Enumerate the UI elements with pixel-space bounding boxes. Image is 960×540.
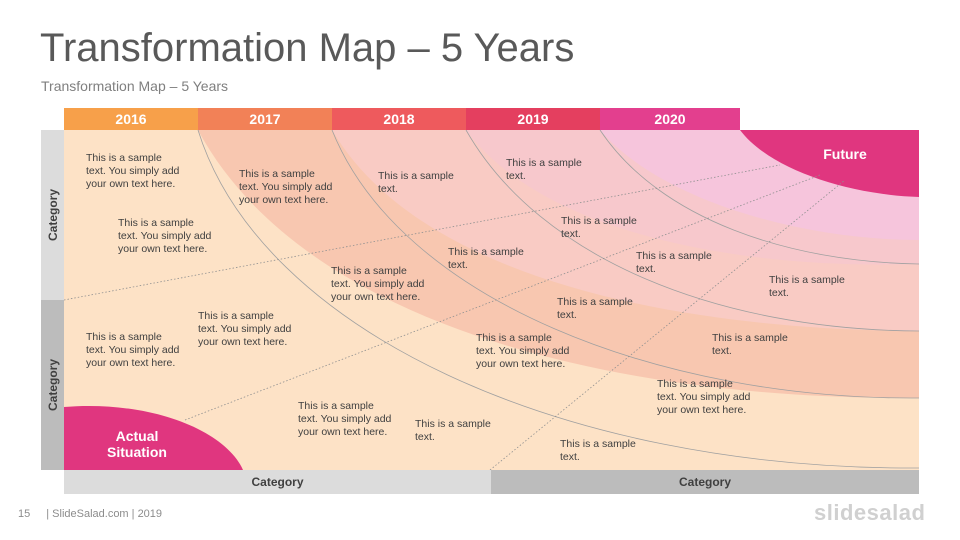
side-category-bottom: Category	[41, 300, 64, 470]
sample-text-16: This is a sample text. You simply add yo…	[657, 378, 751, 416]
footer-source: | SlideSalad.com | 2019	[46, 508, 163, 520]
sample-text-7: This is a sample text.	[448, 246, 524, 271]
year-tab-2016: 2016	[64, 108, 198, 130]
sample-text-17: This is a sample text. You simply add yo…	[298, 400, 392, 438]
sample-text-10: This is a sample text.	[769, 274, 845, 299]
sample-text-14: This is a sample text. You simply add yo…	[476, 332, 570, 370]
sample-text-15: This is a sample text.	[712, 332, 788, 357]
side-category-bar-bottom	[41, 300, 64, 470]
bottom-category-bar-left	[64, 470, 491, 494]
sample-text-5: This is a sample text.	[506, 157, 582, 182]
page-title: Transformation Map – 5 Years	[40, 26, 575, 70]
side-category-bottom-label: Category	[45, 358, 60, 412]
dotted-connector-3	[489, 179, 846, 470]
sample-text-3: This is a sample text. You simply add yo…	[239, 168, 333, 206]
year-tab-2017: 2017	[198, 108, 332, 130]
arc-line-2019	[465, 130, 919, 332]
actual-situation-shape	[64, 405, 243, 470]
sample-text-8: This is a sample text.	[636, 250, 712, 275]
dotted-connector-2	[184, 174, 821, 421]
page-number: 15	[18, 508, 31, 520]
bottom-category-right-label: Category	[678, 475, 731, 489]
year-tab-2020: 2020	[600, 108, 740, 130]
sample-text-12: This is a sample text. You simply add yo…	[198, 310, 292, 348]
sample-text-9: This is a sample text. You simply add yo…	[331, 265, 425, 303]
bottom-category-bar-right	[491, 470, 919, 494]
side-category-bar-top	[41, 130, 64, 300]
bottom-category-left-label: Category	[251, 475, 304, 489]
sample-text-6: This is a sample text.	[561, 215, 637, 240]
future-label: Future	[823, 146, 867, 162]
sample-text-1: This is a sample text. You simply add yo…	[86, 152, 180, 190]
page-subtitle: Transformation Map – 5 Years	[41, 78, 229, 94]
sample-text-13: This is a sample text. You simply add yo…	[86, 331, 180, 369]
sample-text-19: This is a sample text.	[560, 438, 636, 463]
bottom-category-left: Category	[64, 470, 491, 494]
sample-text-4: This is a sample text.	[378, 170, 454, 195]
arc-line-2017	[197, 130, 919, 469]
arc-line-2020	[599, 130, 919, 265]
sample-text-2: This is a sample text. You simply add yo…	[118, 217, 212, 255]
footer: 15 | SlideSalad.com | 2019	[18, 508, 162, 520]
actual-situation-label: Actual Situation	[107, 428, 167, 460]
future-shape	[740, 130, 919, 197]
side-category-top-label: Category	[45, 188, 60, 242]
dotted-connector-1	[64, 164, 781, 301]
arc-line-2018	[331, 130, 919, 399]
sample-text-18: This is a sample text.	[415, 418, 491, 443]
brand-logo: slidesalad	[814, 500, 926, 525]
year-tab-2019: 2019	[466, 108, 600, 130]
sample-text-11: This is a sample text.	[557, 296, 633, 321]
year-tab-2018: 2018	[332, 108, 466, 130]
bottom-category-right: Category	[491, 470, 919, 494]
side-category-top: Category	[41, 130, 64, 300]
